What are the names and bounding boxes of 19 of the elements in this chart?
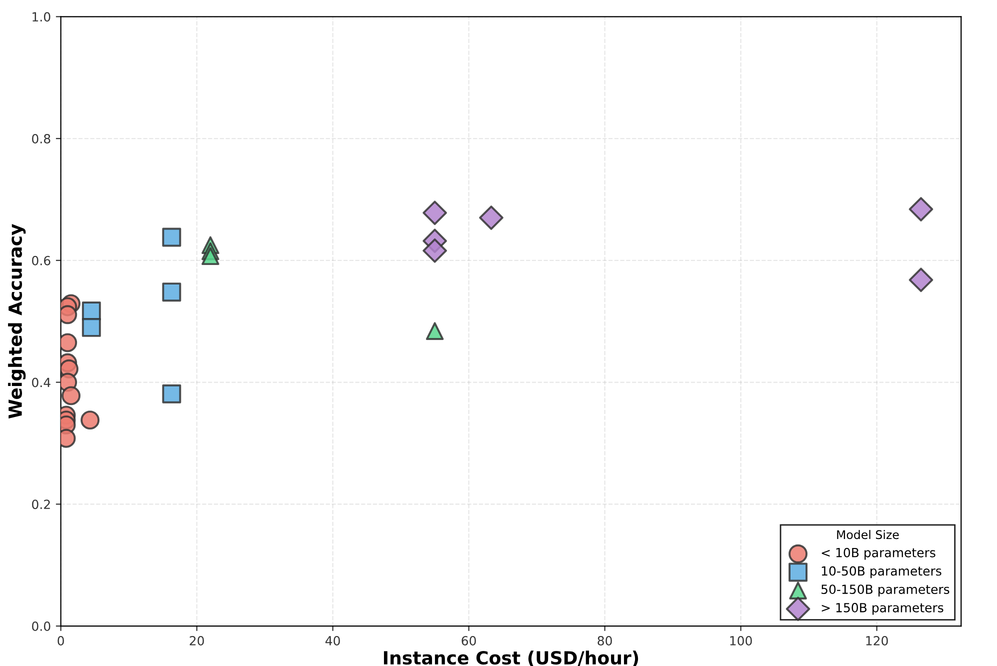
legend-title: Model Size [837,530,899,540]
x-tick-label: 0 [58,636,64,646]
legend-label: 10-50B parameters [822,566,942,578]
legend-label: 50-150B parameters [821,584,950,596]
y-tick-label: 1.0 [32,12,50,22]
x-tick-label: 20 [190,636,204,646]
y-tick-label: 0.2 [32,500,50,510]
x-tick-label: 40 [325,636,340,646]
x-tick-label: 80 [598,636,612,646]
legend-label: < 10B parameters [822,548,936,560]
x-tick-label: 100 [730,636,752,646]
y-tick-label: 0.6 [32,256,50,266]
y-axis-title: Weighted Accuracy [8,224,26,418]
x-tick-label: 120 [866,636,888,646]
legend-label: > 150B parameters [822,602,944,615]
y-tick-label: 0.8 [32,134,50,144]
y-tick-label: 0.4 [32,378,50,388]
x-tick-label: 60 [462,636,476,646]
y-tick-label: 0.0 [32,622,50,631]
